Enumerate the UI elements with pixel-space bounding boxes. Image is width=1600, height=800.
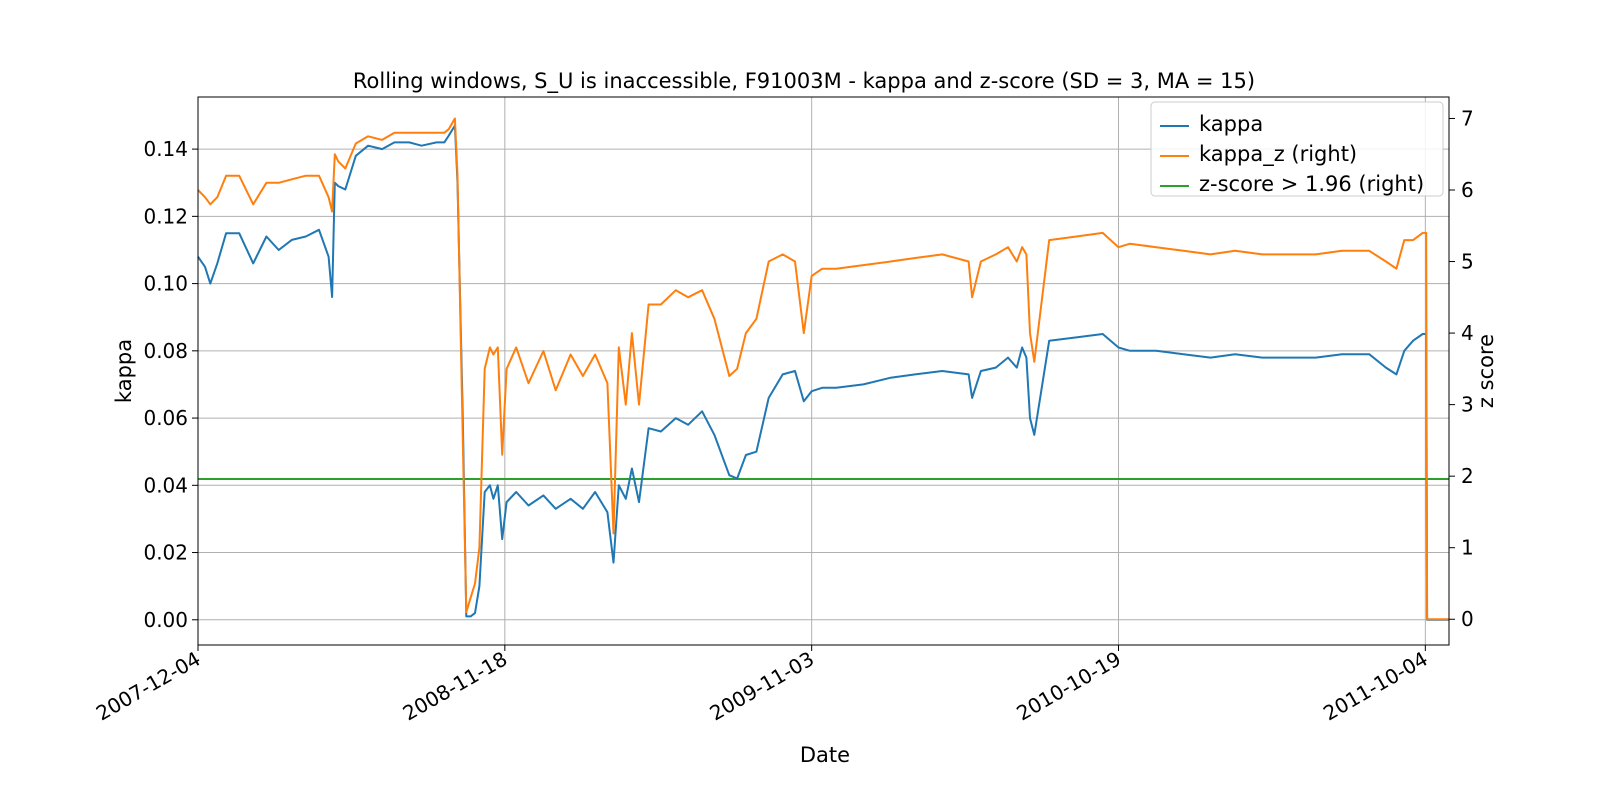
y-tick-label: 0.12 [143,204,188,228]
y-tick-label: 0.14 [143,137,188,161]
y-axis-label: kappa [112,339,136,403]
x-axis-label: Date [800,743,850,767]
y-right-tick-label: 3 [1461,393,1474,417]
y-tick-label: 0.06 [143,406,188,430]
left-axis: 0.00 0.02 0.04 0.06 0.08 0.10 0.12 0.14 [143,137,198,632]
x-tick-label: 2007-12-04 [92,647,205,726]
y-axis-right-label: z score [1474,334,1498,408]
right-axis: 0 1 2 3 4 5 6 7 [1449,106,1474,631]
x-tick-label: 2009-11-03 [706,647,819,726]
plot-frame [197,96,1450,646]
series-line-kappa-z-right [197,117,1449,621]
y-tick-label: 0.04 [143,473,188,497]
y-tick-label: 0.10 [143,272,188,296]
y-right-tick-label: 5 [1461,250,1474,274]
x-tick-label: 2011-10-04 [1319,647,1432,726]
y-right-tick-label: 6 [1461,178,1474,202]
chart-title: Rolling windows, S_U is inaccessible, F9… [353,69,1255,94]
legend-label: z-score > 1.96 (right) [1199,172,1424,196]
y-right-tick-label: 7 [1461,106,1474,130]
x-tick-label: 2008-11-18 [399,647,512,726]
series-line-kappa [197,124,1449,621]
legend: kappa kappa_z (right) z-score > 1.96 (righ… [1150,101,1444,197]
legend-box [1150,101,1444,197]
series-layer [197,117,1449,621]
y-right-tick-label: 0 [1461,607,1474,631]
x-axis: 2007-12-04 2008-11-18 2009-11-03 2010-10-19… [92,645,1432,725]
y-tick-label: 0.02 [143,541,188,565]
legend-label: kappa_z (right) [1199,142,1357,167]
y-right-tick-label: 2 [1461,464,1474,488]
y-right-tick-label: 4 [1461,321,1474,345]
x-tick-label: 2010-10-19 [1012,647,1125,726]
legend-label: kappa [1199,112,1263,136]
y-tick-label: 0.00 [143,608,188,632]
y-right-tick-label: 1 [1461,536,1474,560]
y-tick-label: 0.08 [143,339,188,363]
